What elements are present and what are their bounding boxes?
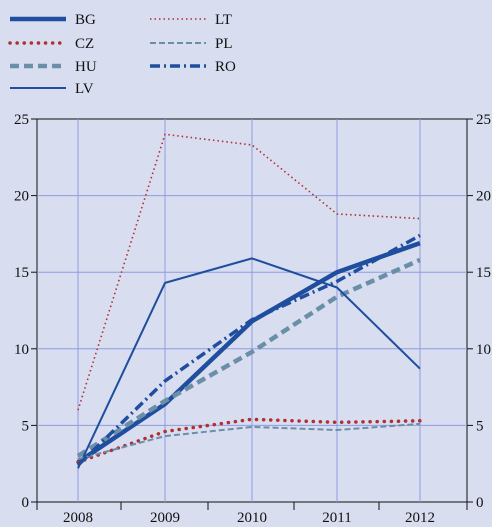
y-tick-label-left: 25 [14,112,29,128]
legend-label-ro: RO [215,59,236,75]
series-line-hu [76,257,421,458]
legend: BG CZ HU LV LT PL RO [8,12,236,97]
series-line-cz [76,417,422,464]
x-tick-label: 2012 [405,510,435,526]
y-tick-label-right: 10 [476,342,491,358]
y-tick-label-left: 10 [14,342,29,358]
series-line-ro [76,233,421,467]
x-tick-label: 2009 [150,510,180,526]
y-tick-label-left: 15 [14,265,29,281]
y-tick-label-right: 25 [476,112,491,128]
y-tick-label-right: 0 [476,495,484,511]
legend-label-bg: BG [75,12,96,28]
y-tick-label-left: 0 [22,495,30,511]
x-tick-label: 2010 [237,510,267,526]
y-tick-label-left: 5 [22,418,30,434]
legend-label-cz: CZ [75,36,94,52]
y-tick-label-right: 15 [476,265,491,281]
legend-label-hu: HU [75,59,97,75]
legend-label-lv: LV [75,81,94,97]
series-line-pl [77,422,421,461]
legend-label-pl: PL [215,36,233,52]
y-tick-label-right: 5 [476,418,484,434]
series-line-lv [77,257,421,469]
y-tick-label-right: 20 [476,189,491,205]
y-tick-label-left: 20 [14,189,29,205]
series-lines [76,133,422,469]
legend-label-lt: LT [215,12,232,28]
series-line-lt [77,133,421,411]
axes: 0 0 5 5 10 10 15 15 20 20 25 25 2008 2009 2010 2011 2012 [14,112,491,526]
x-tick-label: 2008 [63,510,93,526]
grid-lines [37,119,467,502]
x-tick-label: 2011 [322,510,351,526]
